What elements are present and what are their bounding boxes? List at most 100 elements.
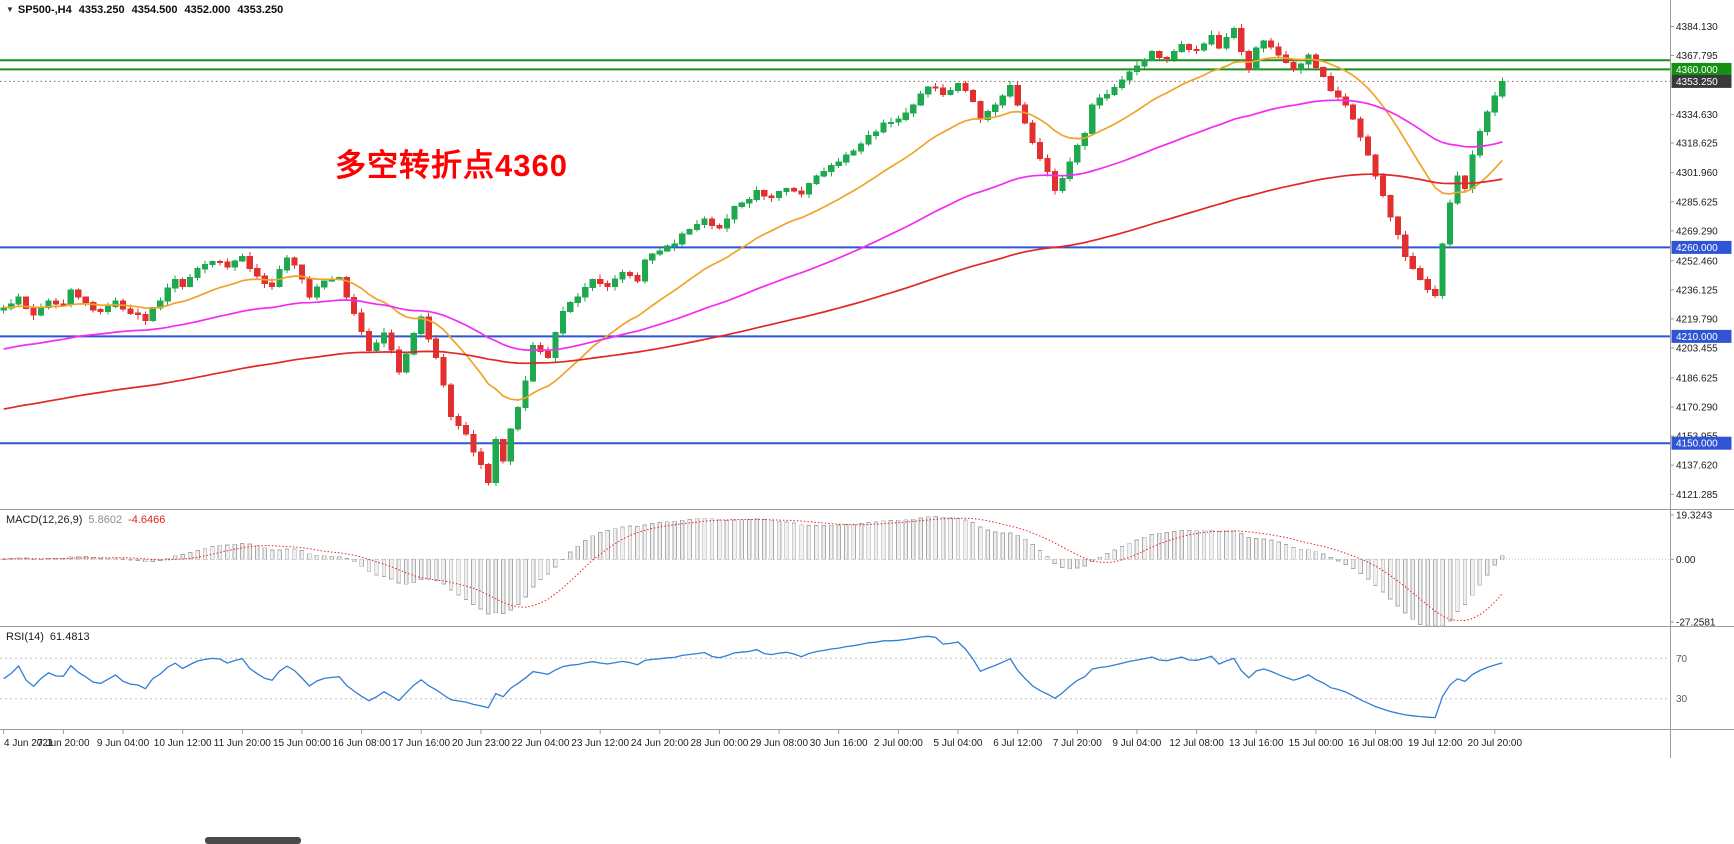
macd-histogram-bar: [247, 543, 252, 560]
macd-main-value: 5.8602: [88, 514, 123, 526]
macd-histogram-bar: [762, 519, 767, 560]
candle: [1193, 48, 1200, 51]
macd-histogram-bar: [1, 558, 6, 561]
time-axis-label: 23 Jun 12:00: [571, 738, 629, 749]
macd-histogram-bar: [1395, 558, 1401, 607]
macd-histogram-bar: [500, 558, 506, 614]
pane-separators: [0, 0, 1734, 758]
candle: [1141, 59, 1148, 67]
price-axis[interactable]: 4384.130 4367.795 4334.630 4318.625 4301.960…: [1670, 22, 1732, 501]
macd-histogram-bar: [38, 558, 44, 561]
macd-histogram-bar: [687, 519, 692, 560]
macd-histogram-bar: [143, 558, 148, 563]
candle: [447, 384, 455, 417]
candle: [634, 275, 641, 282]
macd-histogram-bar: [523, 558, 528, 598]
candle: [1059, 178, 1066, 191]
macd-histogram-bar: [955, 518, 961, 560]
macd-histogram-bar: [1306, 549, 1311, 560]
macd-histogram-bar: [389, 558, 394, 580]
symbol-name: SP500-,H4: [17, 4, 72, 16]
candle: [925, 86, 932, 95]
candle: [1260, 40, 1267, 49]
price-badge-label: 4353.250: [1676, 77, 1718, 88]
candle: [0, 307, 7, 311]
macd-histogram-bar: [754, 518, 759, 560]
macd-histogram-bar: [881, 520, 886, 560]
time-axis-label: 15 Jul 00:00: [1289, 738, 1344, 749]
candle: [1096, 97, 1103, 106]
candle: [105, 305, 112, 312]
candle: [1148, 51, 1156, 61]
candle: [1335, 90, 1342, 98]
macd-histogram-bar: [284, 548, 290, 560]
macd-histogram-bar: [1283, 544, 1289, 560]
macd-histogram-bar: [135, 558, 141, 561]
candle: [343, 277, 350, 298]
candle: [82, 296, 89, 303]
candle: [820, 171, 827, 177]
candle: [574, 296, 581, 303]
macd-histogram-bar: [1358, 558, 1363, 574]
price-tick-label: 4285.625: [1676, 197, 1718, 208]
time-axis-label: 29 Jun 08:00: [750, 738, 808, 749]
macd-histogram-bar: [1172, 531, 1177, 560]
symbol-dropdown-icon[interactable]: ▼: [6, 5, 14, 14]
candle: [910, 104, 917, 114]
macd-histogram-bar: [1433, 558, 1438, 627]
candle: [194, 268, 201, 279]
macd-histogram: [1, 516, 1505, 627]
macd-histogram-bar: [150, 558, 155, 562]
macd-histogram-bar: [314, 554, 320, 560]
candle: [216, 261, 224, 264]
candle: [60, 303, 67, 306]
candle: [15, 296, 22, 305]
candle: [298, 264, 305, 280]
macd-histogram-bar: [1097, 556, 1102, 560]
candle: [1312, 54, 1320, 68]
macd-histogram-bar: [456, 558, 461, 596]
candle: [440, 357, 447, 386]
macd-histogram-bar: [1119, 546, 1125, 560]
candle: [1126, 71, 1133, 81]
candle: [515, 407, 522, 430]
candle: [597, 278, 604, 285]
price-tick-label: 4367.795: [1676, 51, 1718, 62]
candle: [887, 121, 894, 124]
rsi-line: [3, 635, 1503, 719]
macd-histogram-bar: [538, 558, 543, 580]
macd-histogram-bar: [776, 520, 782, 560]
candle: [149, 307, 156, 321]
macd-histogram-bar: [404, 558, 409, 585]
candle: [492, 439, 499, 483]
candle: [716, 225, 723, 229]
price-tick-label: 4334.630: [1676, 110, 1718, 121]
macd-histogram-bar: [381, 558, 387, 577]
macd-histogram-bar: [1291, 547, 1296, 560]
macd-histogram-bar: [1179, 530, 1184, 560]
candle: [880, 122, 887, 133]
candle: [507, 428, 514, 462]
macd-histogram-bar: [1052, 558, 1058, 564]
time-axis-label: 13 Jul 16:00: [1229, 738, 1284, 749]
ma-slow-line: [3, 173, 1503, 410]
candle: [37, 307, 45, 316]
macd-histogram-bar: [1418, 558, 1423, 625]
macd-histogram-bar: [985, 529, 990, 560]
macd-histogram-bar: [1164, 532, 1169, 560]
macd-histogram-bar: [926, 516, 931, 560]
candle: [626, 271, 634, 277]
candle: [500, 439, 507, 462]
candle: [1372, 154, 1379, 177]
time-axis-label: 9 Jul 04:00: [1112, 738, 1161, 749]
macd-histogram-bar: [277, 549, 282, 560]
candle: [694, 224, 701, 231]
macd-signal-value: -4.6466: [128, 514, 166, 526]
macd-indicator-label: MACD(12,26,9) 5.8602 -4.6466: [6, 514, 171, 526]
macd-histogram-bar: [515, 558, 521, 605]
macd-histogram-bar: [1209, 529, 1214, 560]
candle: [984, 111, 991, 120]
